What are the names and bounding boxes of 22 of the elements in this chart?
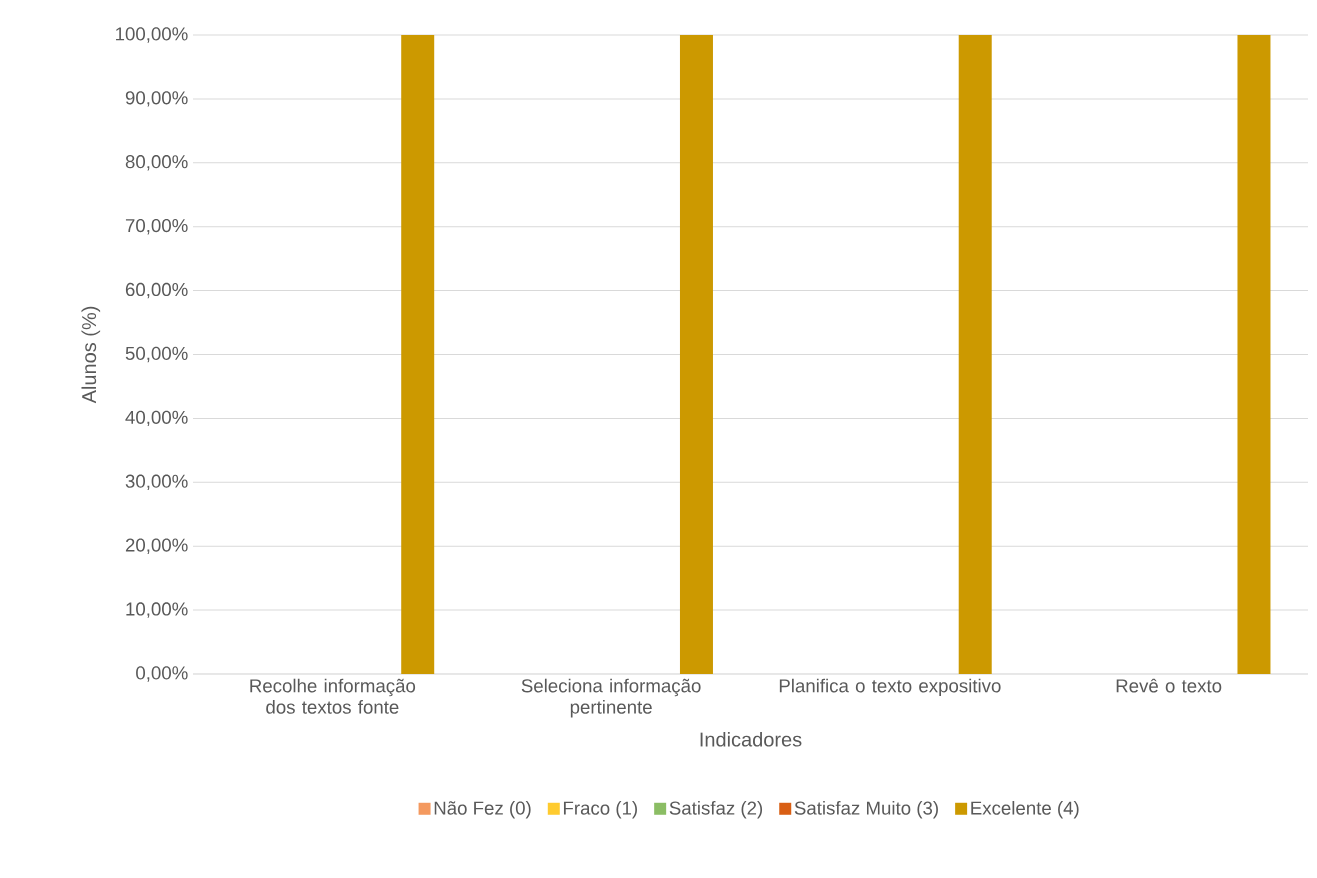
x-tick-label: Revê o texto bbox=[1116, 678, 1222, 693]
x-tick-label: Planifica o texto expositivo bbox=[779, 678, 1001, 697]
y-axis-title: Alunos (%) bbox=[81, 306, 101, 404]
y-tick-label: 70,00% bbox=[125, 218, 188, 235]
legend-label: Fraco (1) bbox=[563, 801, 637, 819]
y-tick-label: 80,00% bbox=[125, 155, 188, 171]
y-tick-label: 60,00% bbox=[125, 282, 188, 299]
legend-label: Não Fez (0) bbox=[434, 801, 531, 819]
y-tick-label: 20,00% bbox=[125, 538, 188, 554]
y-tick-label: 90,00% bbox=[125, 91, 188, 107]
y-tick-label: 40,00% bbox=[125, 410, 188, 427]
legend-label: Excelente (4) bbox=[971, 801, 1079, 819]
y-tick-label: 100,00% bbox=[116, 27, 188, 43]
legend-label: Satisfaz (2) bbox=[669, 801, 763, 819]
y-tick-label: 50,00% bbox=[125, 346, 188, 363]
x-axis-title: Indicadores bbox=[700, 731, 802, 747]
x-tick-label: Seleciona informação pertinente bbox=[521, 678, 701, 718]
y-tick-label: 10,00% bbox=[126, 602, 188, 618]
y-tick-label: 30,00% bbox=[125, 474, 188, 490]
y-tick-label: 0,00% bbox=[136, 666, 188, 682]
x-tick-label: Recolhe informação dos textos fonte bbox=[250, 678, 416, 714]
legend-label: Satisfaz Muito (3) bbox=[794, 801, 938, 819]
